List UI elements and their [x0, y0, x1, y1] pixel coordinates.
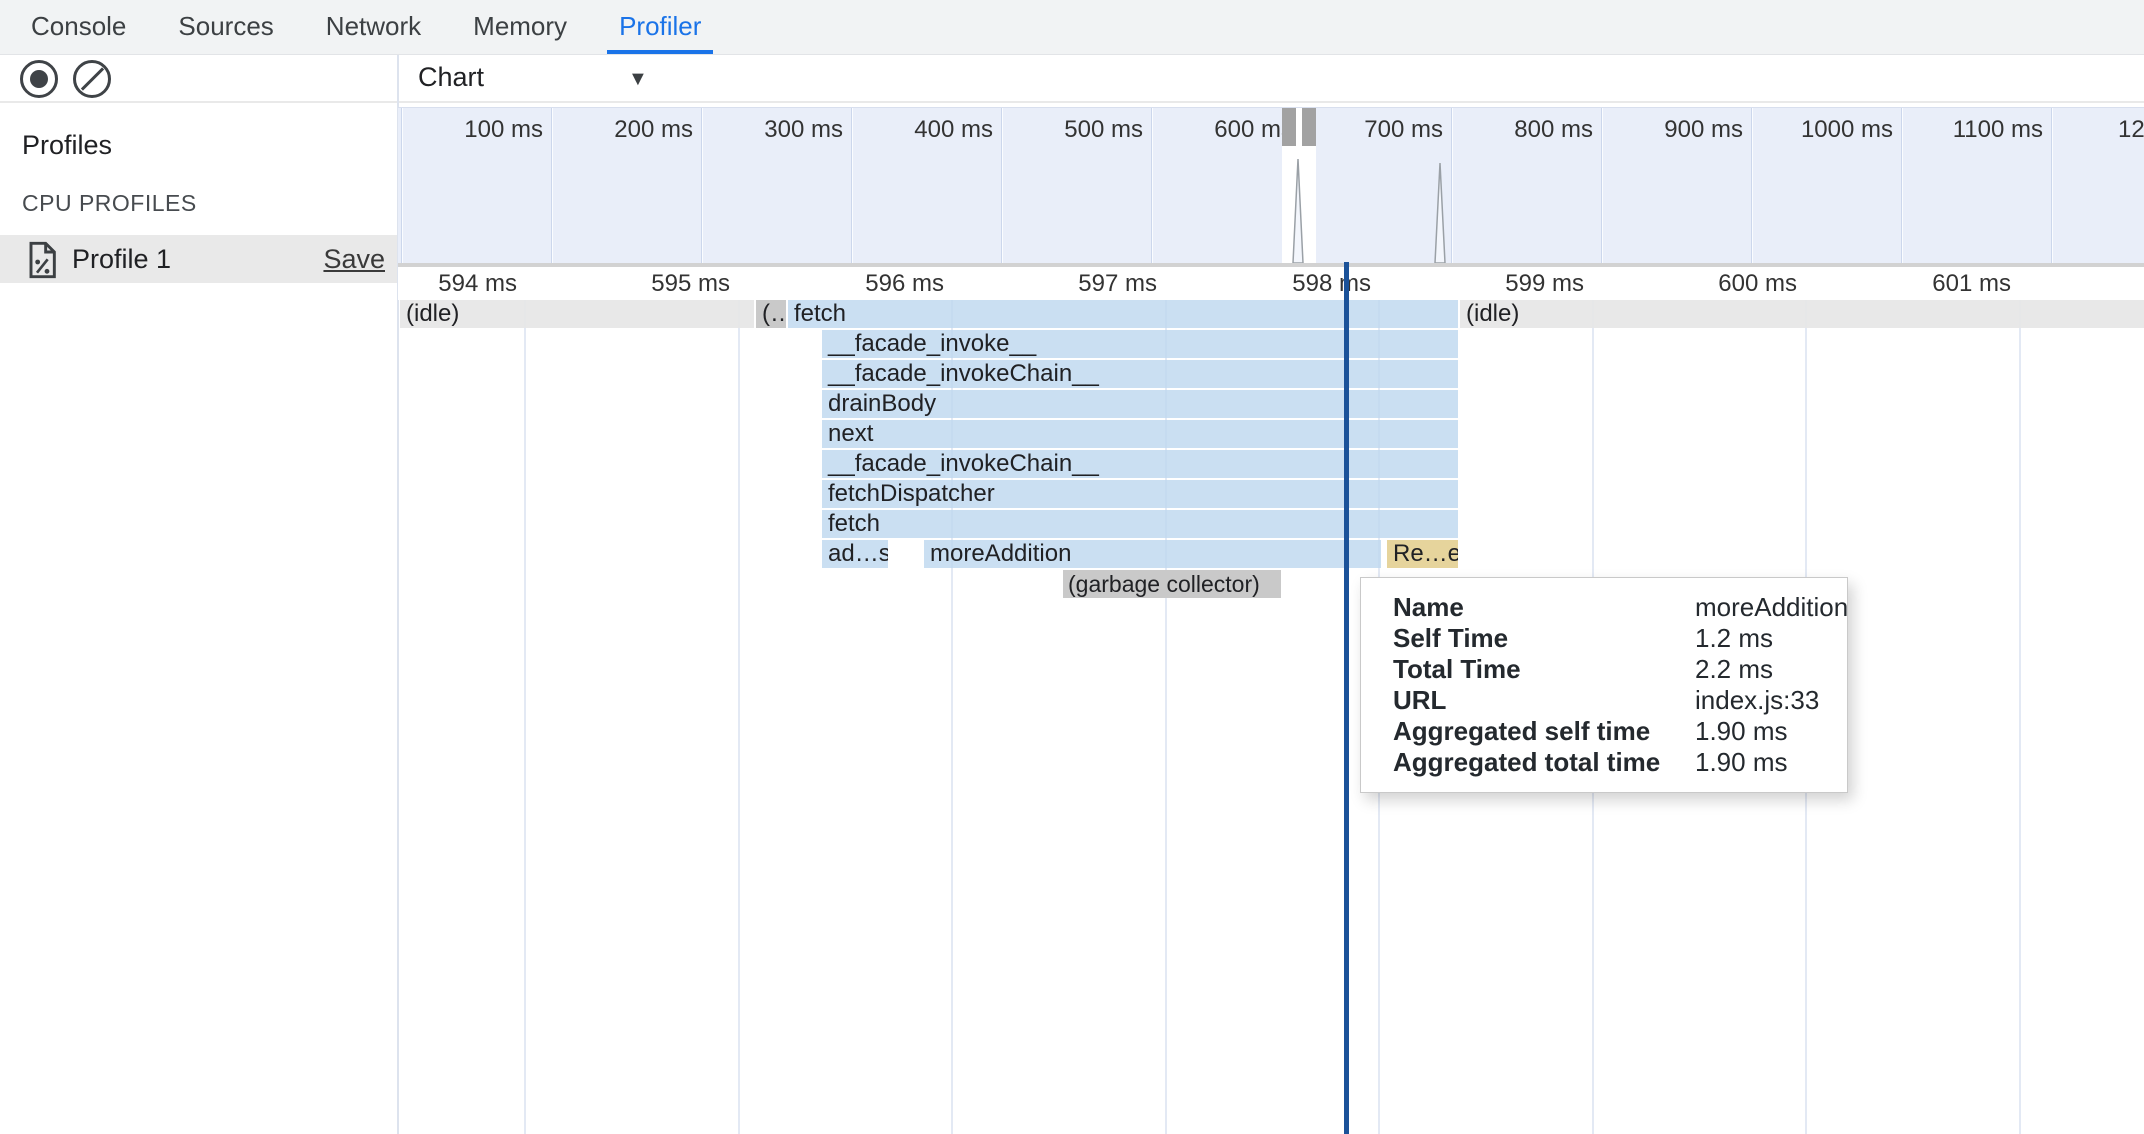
frame-details-tooltip: Name moreAddition Self Time 1.2 ms Total T… — [1360, 577, 1848, 793]
tooltip-value: 1.90 ms — [1695, 716, 1788, 746]
tooltip-value: 2.2 ms — [1695, 654, 1774, 684]
cpu-spike — [1292, 158, 1304, 267]
tab-network[interactable]: Network — [325, 11, 422, 41]
grid-line — [524, 300, 526, 1134]
flame-bar-fetch[interactable]: fetch — [822, 510, 1458, 538]
overview-tick-label: 300 ms — [764, 116, 843, 143]
flame-bar-idle[interactable]: (idle) — [400, 300, 754, 328]
overview-tick-label: 700 ms — [1364, 116, 1443, 143]
overview-tick-label: 800 ms — [1514, 116, 1593, 143]
tooltip-value: moreAddition — [1695, 592, 1849, 622]
flame-bar-idle[interactable]: (idle) — [1460, 300, 2144, 328]
flame-bar-drainbody[interactable]: drainBody — [822, 390, 1458, 418]
flame-bar-response[interactable]: Re…e — [1387, 540, 1458, 568]
view-mode-select[interactable]: Chart ▼ — [418, 62, 662, 98]
devtools-tabbar: Console Sources Network Memory Profiler — [0, 0, 2144, 55]
flame-bar-moreaddition[interactable]: moreAddition — [924, 540, 1381, 568]
overview-tick-label: 900 ms — [1664, 116, 1743, 143]
overview-tick-label: 500 ms — [1064, 116, 1143, 143]
current-time-marker[interactable] — [1344, 262, 1349, 1134]
view-mode-value: Chart — [418, 62, 485, 92]
overview-scroll-track[interactable] — [398, 263, 2144, 267]
overview-tick — [1001, 108, 1003, 263]
overview-tick — [1751, 108, 1753, 263]
record-button[interactable] — [20, 60, 58, 98]
flame-bar-fetchdispatcher[interactable]: fetchDispatcher — [822, 480, 1458, 508]
grid-line — [2019, 300, 2021, 1134]
overview-tick — [851, 108, 853, 263]
grid-line — [951, 300, 953, 1134]
tooltip-value: 1.90 ms — [1695, 747, 1788, 777]
overview-tick — [701, 108, 703, 263]
flame-bar-truncated[interactable]: (… — [756, 300, 786, 328]
cpu-spike — [1434, 162, 1446, 267]
ruler-tick-label: 600 ms — [1718, 270, 1797, 297]
ruler-tick-label: 597 ms — [1078, 270, 1157, 297]
tab-console[interactable]: Console — [31, 11, 127, 41]
overview-tick-label: 100 ms — [464, 116, 543, 143]
cpu-profiles-section-label: CPU PROFILES — [22, 190, 197, 216]
profiles-heading: Profiles — [22, 130, 113, 160]
overview-tick — [1901, 108, 1903, 263]
tab-memory[interactable]: Memory — [473, 11, 568, 41]
overview-tick — [551, 108, 553, 263]
ruler-tick-label: 599 ms — [1505, 270, 1584, 297]
ruler-tick-label: 596 ms — [865, 270, 944, 297]
flame-bar-next[interactable]: next — [822, 420, 1458, 448]
flame-bar-facade-invoke[interactable]: __facade_invoke__ — [822, 330, 1458, 358]
clear-button[interactable] — [73, 60, 111, 98]
flame-bar-facade-invokechain[interactable]: __facade_invokeChain__ — [822, 450, 1458, 478]
overview-tick — [1601, 108, 1603, 263]
sidebar-item-profile-1[interactable]: Profile 1 Save — [0, 235, 397, 283]
timeline-overview[interactable]: 100 ms 200 ms 300 ms 400 ms 500 ms 600 m… — [398, 107, 2144, 267]
selection-handle-left[interactable] — [1282, 108, 1296, 146]
profile-name: Profile 1 — [72, 244, 172, 274]
overview-tick — [1451, 108, 1453, 263]
record-icon — [20, 60, 58, 98]
sidebar-divider[interactable] — [397, 55, 399, 1134]
tooltip-value: index.js:33 — [1695, 685, 1820, 715]
tab-sources[interactable]: Sources — [178, 11, 274, 41]
overview-tick-label: 1200 ms — [2118, 116, 2144, 143]
overview-tick-label: 1000 ms — [1800, 116, 1893, 143]
flame-bar-facade-invokechain[interactable]: __facade_invokeChain__ — [822, 360, 1458, 388]
grid-line — [1165, 300, 1167, 1134]
tooltip-label: URL — [1393, 685, 1447, 715]
clear-icon — [73, 60, 111, 98]
flame-bar-fetch[interactable]: fetch — [788, 300, 1458, 328]
save-link[interactable]: Save — [323, 244, 385, 274]
overview-tick-label: 400 ms — [914, 116, 993, 143]
tab-profiler[interactable]: Profiler — [607, 0, 714, 54]
tooltip-label: Name — [1393, 592, 1464, 622]
ruler-tick-label: 594 ms — [438, 270, 517, 297]
profiler-toolbar: Chart ▼ — [0, 55, 2144, 103]
overview-tick-label: 1100 ms — [1952, 116, 2043, 143]
overview-tick — [401, 108, 403, 263]
overview-tick — [2051, 108, 2053, 263]
overview-tick — [1151, 108, 1153, 263]
tooltip-label: Total Time — [1393, 654, 1521, 684]
ruler-tick-label: 598 ms — [1292, 270, 1371, 297]
flame-bar-addnumbers[interactable]: ad…s — [822, 540, 888, 568]
overview-tick-label: 200 ms — [614, 116, 693, 143]
ruler-tick-label: 595 ms — [651, 270, 730, 297]
tooltip-label: Aggregated total time — [1393, 747, 1661, 777]
selection-handle-right[interactable] — [1302, 108, 1316, 146]
profile-file-icon — [27, 241, 59, 284]
ruler-tick-label: 601 ms — [1932, 270, 2011, 297]
overview-tick-label: 600 ms — [1214, 116, 1293, 143]
tooltip-value: 1.2 ms — [1695, 623, 1774, 653]
dropdown-caret-icon: ▼ — [628, 68, 648, 90]
tooltip-label: Aggregated self time — [1393, 716, 1651, 746]
flame-bar-garbage-collector[interactable]: (garbage collector) — [1063, 570, 1281, 598]
detail-time-ruler: 594 ms 595 ms 596 ms 597 ms 598 ms 599 m… — [398, 267, 2144, 300]
tooltip-label: Self Time — [1393, 623, 1509, 653]
grid-line — [738, 300, 740, 1134]
